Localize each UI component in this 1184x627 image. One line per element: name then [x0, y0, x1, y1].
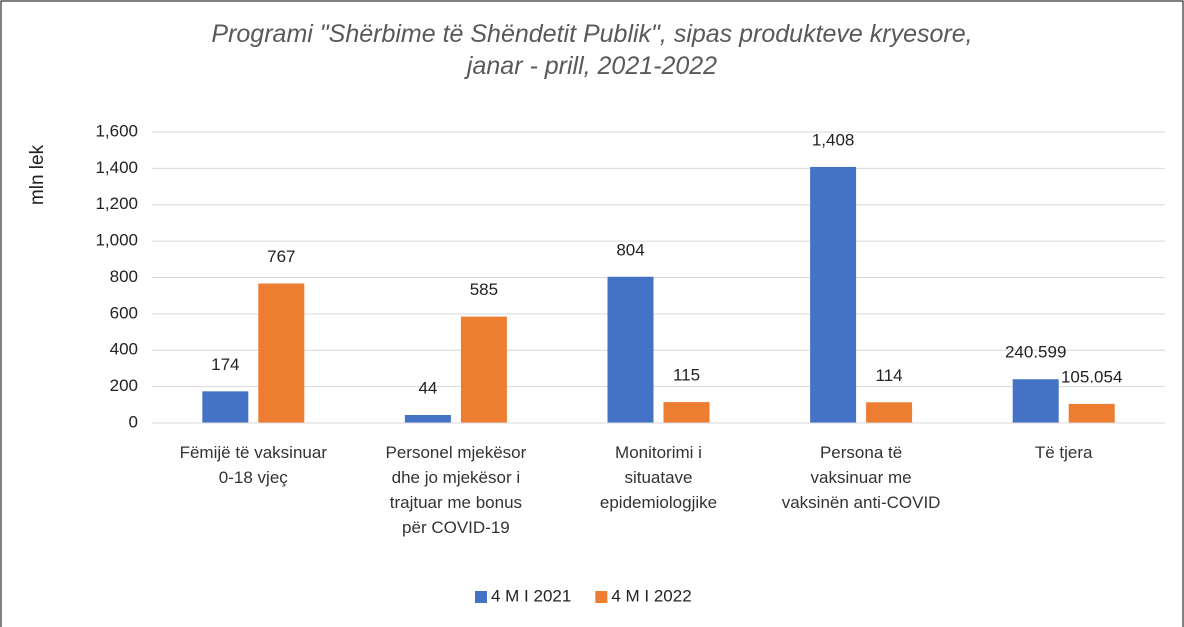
bar — [460, 316, 507, 423]
bar — [1068, 403, 1115, 423]
data-label: 105.054 — [1061, 367, 1122, 386]
y-tick-label: 400 — [110, 340, 138, 359]
y-tick-label: 1,600 — [95, 121, 138, 140]
bar — [404, 414, 451, 423]
x-tick-label: Personel mjekësor dhe jo mjekësor i traj… — [385, 443, 527, 537]
data-label: 174 — [211, 355, 239, 374]
bar — [1012, 379, 1059, 423]
x-tick-label: Monitorimi i situatave epidemiologjike — [599, 443, 718, 512]
data-label: 115 — [673, 366, 700, 385]
bar — [663, 402, 710, 423]
bar — [258, 283, 305, 423]
y-tick-label: 200 — [110, 376, 138, 395]
y-tick-label: 1,200 — [95, 194, 138, 213]
bar — [607, 276, 654, 423]
legend-swatch — [595, 591, 608, 603]
data-label: 804 — [616, 240, 644, 259]
chart-title: Programi "Shërbime të Shëndetit Publik",… — [211, 20, 973, 80]
y-tick-label: 0 — [129, 412, 138, 431]
bar — [810, 166, 857, 424]
data-label: 240.599 — [1005, 343, 1066, 362]
x-tick-label: Fëmijë të vaksinuar 0-18 vjeç — [179, 443, 327, 487]
legend-label: 4 M I 2022 — [611, 586, 691, 605]
y-tick-label: 1,000 — [95, 231, 138, 250]
data-label: 44 — [418, 378, 437, 397]
y-tick-label: 600 — [110, 303, 138, 322]
data-label: 767 — [267, 247, 295, 266]
data-label: 114 — [876, 366, 903, 385]
bar — [202, 391, 249, 423]
data-label: 585 — [470, 280, 498, 299]
x-tick-label: Të tjera — [1034, 443, 1093, 462]
y-tick-label: 1,400 — [95, 158, 138, 177]
data-label: 1,408 — [812, 130, 855, 149]
legend-swatch — [475, 591, 487, 603]
legend-label: 4 M I 2021 — [491, 586, 571, 605]
y-axis-label: mln lek — [27, 144, 48, 205]
y-tick-label: 800 — [110, 267, 138, 286]
bar — [866, 402, 913, 423]
x-tick-label: Persona të vaksinuar me vaksinën anti-CO… — [781, 443, 941, 512]
